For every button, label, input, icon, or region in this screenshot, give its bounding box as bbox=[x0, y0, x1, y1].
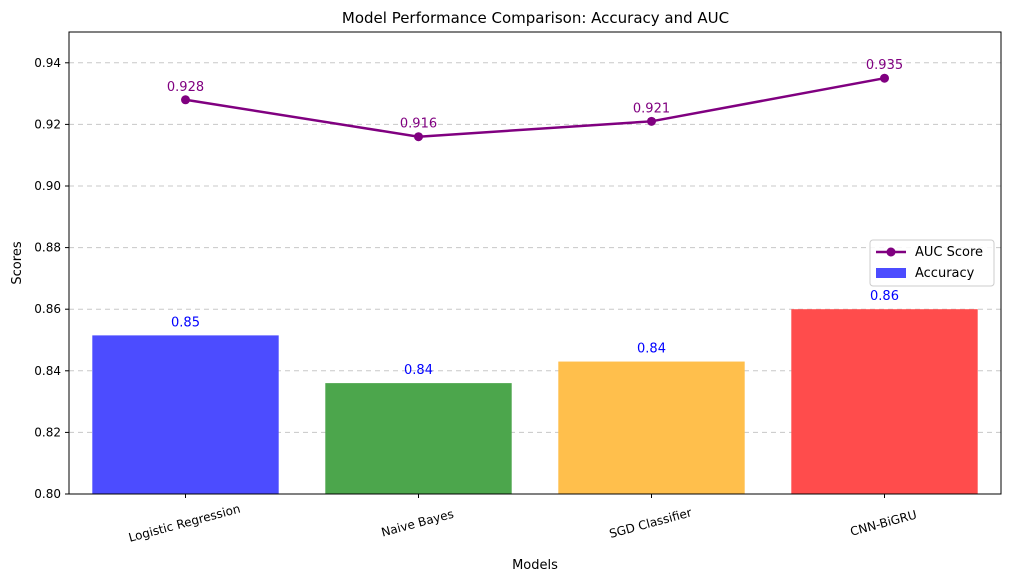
x-tick-label: Naive Bayes bbox=[380, 507, 455, 540]
auc-point bbox=[880, 73, 889, 83]
y-tick-label: 0.92 bbox=[34, 117, 61, 131]
legend-accuracy-label: Accuracy bbox=[915, 266, 975, 281]
bar bbox=[791, 309, 978, 494]
y-axis-title: Scores bbox=[10, 241, 25, 284]
auc-value-label: 0.935 bbox=[866, 58, 903, 73]
x-axis: Logistic Regression Naive Bayes SGD Classi… bbox=[127, 494, 918, 545]
auc-value-label: 0.916 bbox=[400, 117, 437, 132]
legend-auc-label: AUC Score bbox=[915, 245, 983, 260]
bar bbox=[325, 383, 512, 494]
plot-frame bbox=[68, 31, 1002, 495]
auc-value-label: 0.928 bbox=[167, 80, 204, 95]
x-tick-label: SGD Classifier bbox=[608, 505, 694, 540]
bar-labels: 0.85 0.84 0.84 0.86 bbox=[171, 289, 899, 378]
bar bbox=[92, 335, 279, 494]
auc-point bbox=[414, 132, 423, 142]
y-tick-label: 0.80 bbox=[34, 487, 61, 501]
bar-value-label: 0.86 bbox=[870, 289, 899, 304]
legend-auc-marker bbox=[886, 247, 896, 257]
y-tick-label: 0.82 bbox=[34, 425, 61, 439]
x-tick-label: CNN-BiGRU bbox=[849, 508, 919, 539]
legend-accuracy-swatch bbox=[876, 268, 906, 278]
auc-value-label: 0.921 bbox=[633, 101, 670, 116]
bar-value-label: 0.84 bbox=[637, 342, 666, 357]
auc-line bbox=[181, 73, 889, 142]
chart-title: Model Performance Comparison: Accuracy a… bbox=[342, 9, 729, 27]
legend: AUC Score Accuracy bbox=[869, 239, 995, 287]
bar-value-label: 0.84 bbox=[404, 363, 433, 378]
bar bbox=[558, 361, 745, 494]
x-axis-title: Models bbox=[512, 558, 558, 573]
auc-point bbox=[181, 95, 190, 105]
auc-line-path bbox=[185, 76, 885, 138]
y-tick-label: 0.94 bbox=[34, 56, 61, 70]
bar-value-label: 0.85 bbox=[171, 315, 200, 330]
y-tick-label: 0.88 bbox=[34, 241, 61, 255]
y-tick-label: 0.84 bbox=[34, 364, 61, 378]
line-labels: 0.928 0.916 0.921 0.935 bbox=[167, 58, 903, 132]
x-tick-label: Logistic Regression bbox=[127, 501, 242, 544]
y-axis: 0.80 0.82 0.84 0.86 0.88 0.90 0.92 0.94 bbox=[34, 56, 69, 501]
y-tick-label: 0.90 bbox=[34, 179, 61, 193]
bars bbox=[92, 309, 978, 494]
auc-point bbox=[647, 116, 656, 126]
y-tick-label: 0.86 bbox=[34, 302, 61, 316]
